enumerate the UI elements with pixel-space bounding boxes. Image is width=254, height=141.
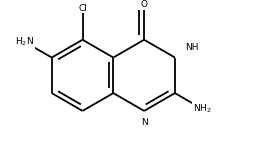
Text: NH$_2$: NH$_2$ bbox=[193, 103, 211, 115]
Text: Cl: Cl bbox=[78, 4, 87, 13]
Text: NH: NH bbox=[185, 43, 199, 52]
Text: O: O bbox=[141, 0, 148, 9]
Text: N: N bbox=[141, 118, 148, 127]
Text: H$_2$N: H$_2$N bbox=[15, 36, 34, 48]
